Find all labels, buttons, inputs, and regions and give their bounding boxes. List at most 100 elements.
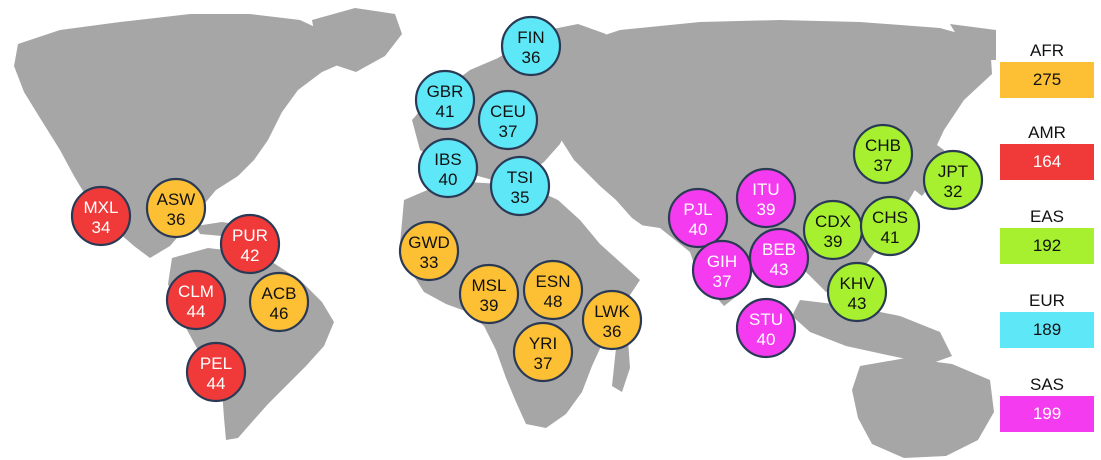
population-circle-khv <box>826 261 888 323</box>
population-count-mxl: 34 <box>92 218 111 237</box>
population-code-esn: ESN <box>536 272 571 291</box>
population-count-gih: 37 <box>713 272 732 291</box>
population-count-itu: 39 <box>757 200 776 219</box>
legend-label-amr: AMR <box>1028 123 1066 142</box>
legend-total-eas: 192 <box>1000 228 1094 264</box>
population-circle-ceu <box>477 89 539 151</box>
population-code-gbr: GBR <box>427 82 464 101</box>
population-code-gwd: GWD <box>408 233 450 252</box>
population-count-msl: 39 <box>480 296 499 315</box>
population-circle-tsi <box>489 155 551 217</box>
legend-label-afr: AFR <box>1030 41 1064 60</box>
legend-item-afr: AFR 275 <box>1000 40 1094 98</box>
population-circle-lwk <box>581 289 643 351</box>
population-code-ibs: IBS <box>434 150 461 169</box>
legend: AFR 275 AMR 164 EAS 192 EUR 189 SAS 199 <box>996 0 1101 460</box>
population-count-jpt: 32 <box>944 182 963 201</box>
population-count-tsi: 35 <box>511 188 530 207</box>
population-circle-pur <box>219 213 281 275</box>
population-count-clm: 44 <box>187 302 206 321</box>
population-count-acb: 46 <box>270 304 289 323</box>
population-count-khv: 43 <box>848 294 867 313</box>
population-circle-fin <box>500 15 562 77</box>
population-code-ceu: CEU <box>490 102 526 121</box>
population-circle-esn <box>522 259 584 321</box>
population-code-clm: CLM <box>178 282 214 301</box>
population-code-khv: KHV <box>840 274 876 293</box>
population-code-yri: YRI <box>529 334 557 353</box>
population-circle-jpt <box>922 149 984 211</box>
population-circle-pel <box>185 341 247 403</box>
population-code-mxl: MXL <box>84 198 119 217</box>
population-code-chb: CHB <box>865 136 901 155</box>
africa-landmass <box>400 182 640 428</box>
population-code-itu: ITU <box>752 180 779 199</box>
population-count-asw: 36 <box>167 210 186 229</box>
population-count-ceu: 37 <box>499 122 518 141</box>
population-count-yri: 37 <box>534 354 553 373</box>
population-count-lwk: 36 <box>603 322 622 341</box>
population-code-pel: PEL <box>200 354 232 373</box>
population-circle-acb <box>248 271 310 333</box>
legend-label-eas: EAS <box>1029 207 1065 226</box>
population-count-gwd: 33 <box>420 253 439 272</box>
population-count-esn: 48 <box>544 292 563 311</box>
population-code-asw: ASW <box>157 190 196 209</box>
population-code-lwk: LWK <box>594 302 630 321</box>
legend-label-eur: EUR <box>1029 291 1065 310</box>
australia-landmass <box>852 358 994 458</box>
population-code-fin: FIN <box>517 28 544 47</box>
population-circle-gwd <box>398 220 460 282</box>
legend-total-sas: 199 <box>1000 396 1094 432</box>
population-circle-itu <box>735 167 797 229</box>
legend-item-eas: EAS 192 <box>1000 206 1094 264</box>
legend-label-sas: SAS <box>1029 375 1065 394</box>
population-count-pjl: 40 <box>689 220 708 239</box>
southeast-asia-islands <box>792 300 952 364</box>
legend-item-eur: EUR 189 <box>1000 290 1094 348</box>
population-circle-mxl <box>70 185 132 247</box>
far-east-landmass <box>950 24 996 60</box>
population-count-pel: 44 <box>207 374 226 393</box>
population-circle-gih <box>691 239 753 301</box>
population-circle-clm <box>165 269 227 331</box>
population-count-stu: 40 <box>757 330 776 349</box>
population-count-beb: 43 <box>770 260 789 279</box>
greenland-landmass <box>312 8 402 72</box>
legend-item-amr: AMR 164 <box>1000 122 1094 180</box>
population-circle-chb <box>852 123 914 185</box>
legend-total-eur: 189 <box>1000 312 1094 348</box>
population-count-cdx: 39 <box>824 232 843 251</box>
arabian-sea <box>620 222 700 300</box>
population-circle-asw <box>145 177 207 239</box>
population-code-gih: GIH <box>707 252 737 271</box>
population-count-fin: 36 <box>522 48 541 67</box>
population-count-gbr: 41 <box>436 102 455 121</box>
population-code-beb: BEB <box>762 240 796 259</box>
population-code-chs: CHS <box>872 208 908 227</box>
population-code-stu: STU <box>749 310 783 329</box>
